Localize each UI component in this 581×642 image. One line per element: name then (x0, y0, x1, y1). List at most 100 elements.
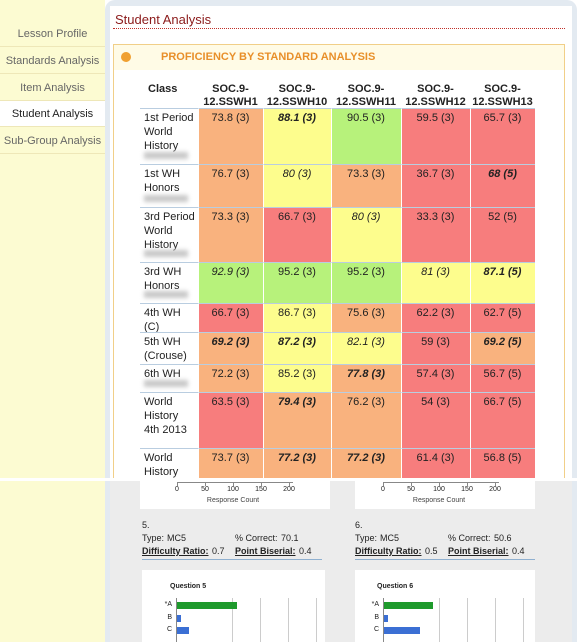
nav-item[interactable]: Sub-Group Analysis (0, 128, 105, 155)
nav-selected-bg (0, 101, 105, 128)
field-label: Difficulty Ratio: (355, 546, 422, 556)
score-cell (198, 262, 263, 303)
field-value: 0.7 (212, 546, 225, 556)
score-cell (401, 332, 470, 364)
bar-label: *A (371, 601, 379, 608)
field-value: MC5 (167, 533, 187, 543)
tick (233, 482, 234, 486)
tick (177, 482, 178, 486)
x-axis (177, 482, 293, 483)
field-label: Difficulty Ratio: (142, 546, 209, 556)
score: 73.8 (3) (211, 112, 250, 124)
chart-title: Question 6 (377, 583, 414, 590)
axis-box (140, 481, 330, 509)
score-cell (331, 164, 401, 207)
break (0, 478, 581, 481)
score: 54 (3) (421, 396, 450, 408)
item-number: 5. (142, 520, 150, 530)
score: 57.4 (3) (416, 368, 455, 380)
field-value: 0.5 (425, 546, 438, 556)
score-cell (401, 303, 470, 332)
score: 88.1 (3) (278, 112, 316, 124)
score-cell (331, 392, 401, 448)
tick (383, 482, 384, 486)
score-cell (198, 332, 263, 364)
redacted-name (144, 250, 188, 257)
nav-item[interactable]: Student Analysis (0, 101, 105, 128)
class-cell (140, 332, 198, 364)
class-name: 1st WH Honors (144, 168, 181, 194)
field-label: % Correct: (448, 533, 491, 543)
score-cell (401, 262, 470, 303)
y-axis (176, 598, 177, 642)
column-header: SOC.9-12.SSWH11 (336, 83, 396, 108)
field-value: 50.6 (494, 533, 512, 543)
column-header: SOC.9-12.SSWH1 (203, 83, 258, 108)
axis-label: Response Count (412, 497, 466, 504)
tick-label: 150 (255, 486, 267, 493)
score-cell (470, 262, 535, 303)
score-cell (470, 303, 535, 332)
nav-item[interactable]: Lesson Profile (0, 21, 105, 47)
score: 52 (5) (488, 211, 517, 223)
column-header: Class (148, 83, 178, 95)
score: 82.1 (3) (347, 336, 385, 348)
score: 59 (3) (421, 336, 450, 348)
field-label: Type: (142, 533, 165, 543)
score: 90.5 (3) (347, 112, 385, 124)
score-cell (331, 332, 401, 364)
x-axis (383, 482, 499, 483)
nav-item[interactable]: Standards Analysis (0, 48, 105, 74)
score: 87.1 (5) (483, 266, 522, 278)
score: 73.3 (3) (347, 168, 385, 180)
class-cell (140, 207, 198, 262)
bar-label: C (166, 626, 172, 633)
score-cell (263, 108, 331, 164)
score: 69.2 (5) (483, 336, 522, 348)
score-cell (470, 108, 535, 164)
score: 61.4 (3) (416, 452, 455, 464)
score: 69.2 (3) (211, 336, 250, 348)
score: 66.7 (3) (211, 307, 250, 319)
class-name: 3rd Period World History (144, 211, 195, 251)
grid-line (288, 598, 289, 642)
tick-label: 200 (489, 486, 501, 493)
page-title: Student Analysis (115, 12, 212, 27)
score-cell (198, 164, 263, 207)
grid-line (523, 598, 524, 642)
score-cell (263, 448, 331, 478)
score-cell (401, 392, 470, 448)
score: 79.4 (3) (278, 396, 316, 408)
score-cell (470, 164, 535, 207)
score-cell (470, 332, 535, 364)
score: 92.9 (3) (211, 266, 250, 278)
tick (467, 482, 468, 486)
collapse-icon[interactable] (121, 52, 131, 62)
score: 73.7 (3) (211, 452, 250, 464)
redacted-name (144, 380, 188, 387)
score: 85.2 (3) (278, 368, 316, 380)
score: 76.2 (3) (347, 396, 385, 408)
redacted-name (144, 152, 188, 159)
score-cell (331, 364, 401, 392)
chart-title: Question 5 (170, 583, 207, 590)
score-cell (401, 108, 470, 164)
y-axis (383, 598, 384, 642)
column-header: SOC.9-12.SSWH10 (266, 83, 328, 108)
class-name: 4th WH (C) (144, 307, 181, 333)
tick-label: 150 (461, 486, 473, 493)
tick-label: 100 (433, 486, 445, 493)
class-name: 6th WH (144, 368, 181, 380)
class-cell (140, 303, 198, 332)
score: 56.8 (5) (483, 452, 522, 464)
tick (411, 482, 412, 486)
score-cell (470, 448, 535, 478)
bar-label: *A (164, 601, 172, 608)
field-label: % Correct: (235, 533, 278, 543)
nav-item[interactable]: Item Analysis (0, 75, 105, 101)
class-cell (140, 164, 198, 207)
score-cell (401, 164, 470, 207)
field-value: MC5 (380, 533, 400, 543)
class-name: World History 4th 2013 (144, 396, 187, 436)
score-cell (198, 392, 263, 448)
